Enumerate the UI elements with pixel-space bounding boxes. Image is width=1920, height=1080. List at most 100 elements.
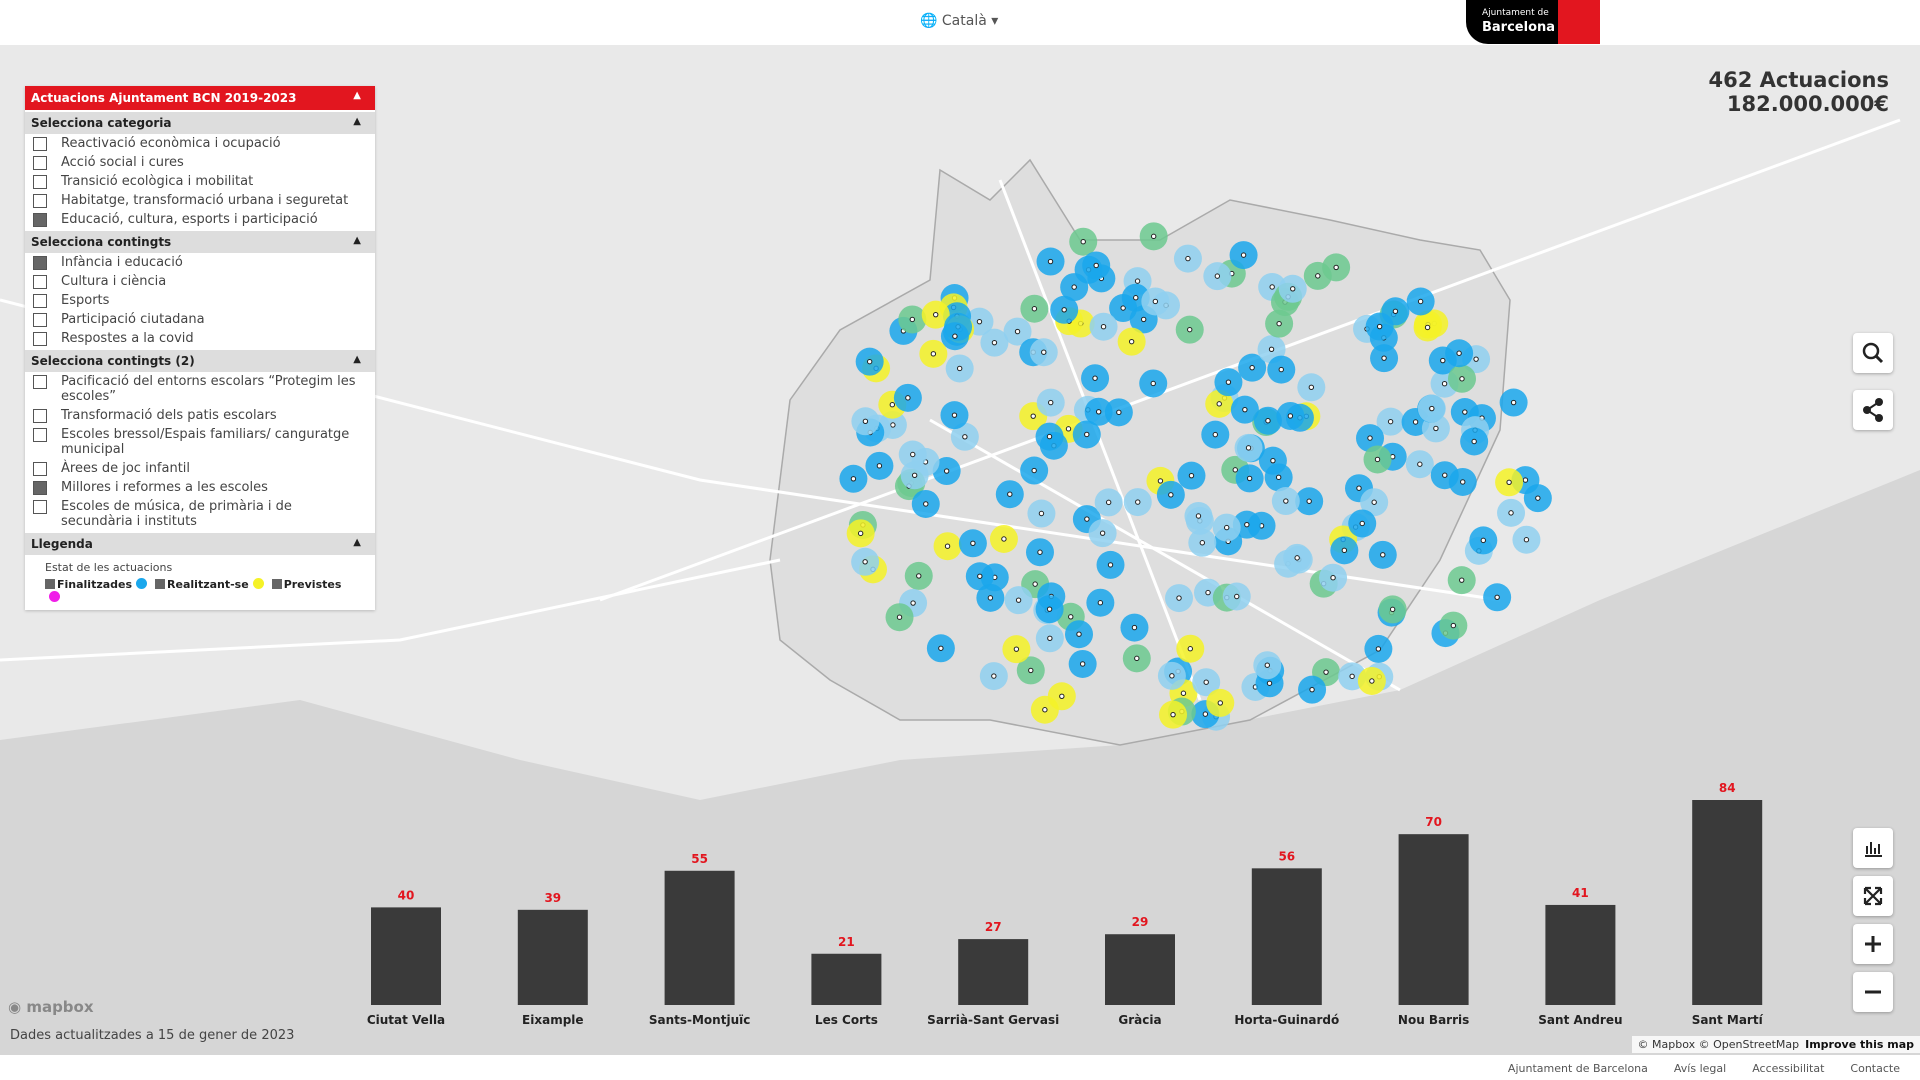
panel-title[interactable]: Actuacions Ajuntament BCN 2019-2023 ▲ bbox=[25, 86, 375, 110]
marker-center bbox=[987, 595, 994, 601]
footer-link[interactable]: Contacte bbox=[1850, 1062, 1900, 1075]
option-label: Escoles de música, de primària i de secu… bbox=[61, 499, 292, 529]
section-header[interactable]: Selecciona categoria ▲ bbox=[25, 112, 375, 134]
section-header[interactable]: Llegenda ▲ bbox=[25, 533, 375, 555]
checkbox[interactable] bbox=[33, 194, 47, 208]
filter-option: Àrees de joc infantil bbox=[25, 459, 375, 478]
filter-option: Habitatge, transformació urbana i segure… bbox=[25, 191, 375, 210]
checkbox[interactable] bbox=[33, 256, 47, 270]
marker-center bbox=[944, 543, 951, 549]
checkbox[interactable] bbox=[33, 175, 47, 189]
checkbox[interactable] bbox=[33, 332, 47, 346]
logo[interactable]: Ajuntament de Barcelona bbox=[1466, 0, 1600, 44]
section-header[interactable]: Selecciona contingts ▲ bbox=[25, 231, 375, 253]
road bbox=[0, 558, 781, 662]
marker-center bbox=[1037, 549, 1043, 555]
marker-center bbox=[977, 573, 983, 579]
marker-center bbox=[1202, 711, 1209, 717]
checkbox[interactable] bbox=[33, 428, 47, 442]
legend-label: Realitzant-se bbox=[167, 578, 249, 591]
checkbox[interactable] bbox=[33, 156, 47, 170]
marker-center bbox=[1079, 661, 1086, 667]
fullscreen-button[interactable] bbox=[1853, 876, 1893, 916]
share-button[interactable] bbox=[1853, 390, 1893, 430]
checkbox[interactable] bbox=[33, 294, 47, 308]
marker-center bbox=[952, 333, 958, 339]
checkbox[interactable] bbox=[33, 481, 47, 495]
marker-center bbox=[1031, 467, 1037, 474]
marker-center bbox=[1047, 258, 1054, 265]
marker-center bbox=[1424, 324, 1431, 331]
search-button[interactable] bbox=[1853, 333, 1893, 373]
chart-button[interactable] bbox=[1853, 828, 1893, 868]
footer-link[interactable]: Accessibilitat bbox=[1752, 1062, 1825, 1075]
marker-center bbox=[1205, 589, 1211, 596]
language-icon: 🌐 bbox=[920, 13, 942, 29]
marker-center bbox=[1244, 521, 1250, 528]
marker-center bbox=[1535, 495, 1541, 501]
search-icon bbox=[1862, 342, 1884, 364]
checkbox[interactable] bbox=[33, 137, 47, 151]
marker-center bbox=[1242, 406, 1248, 413]
marker-center bbox=[933, 311, 939, 318]
marker-center bbox=[876, 463, 883, 469]
marker-center bbox=[1232, 467, 1238, 473]
bar-value-label: 29 bbox=[1132, 915, 1149, 929]
marker-center bbox=[1105, 499, 1112, 506]
checkbox[interactable] bbox=[33, 409, 47, 423]
mapbox-logo[interactable]: ◉ mapbox bbox=[8, 998, 94, 1016]
checkbox[interactable] bbox=[33, 313, 47, 327]
marker-center bbox=[1031, 306, 1038, 312]
marker-center bbox=[1359, 520, 1365, 527]
marker-center bbox=[943, 468, 950, 474]
checkbox[interactable] bbox=[33, 275, 47, 289]
marker-center bbox=[1007, 491, 1013, 497]
attribution-text[interactable]: © Mapbox © OpenStreetMap bbox=[1637, 1038, 1800, 1051]
marker-center bbox=[1187, 326, 1193, 333]
filter-option: Transformació dels patis escolars bbox=[25, 406, 375, 425]
filter-option: Participació ciutadana bbox=[25, 310, 375, 329]
marker-center bbox=[1309, 686, 1315, 693]
checkbox[interactable] bbox=[33, 500, 47, 514]
marker-center bbox=[1152, 298, 1159, 305]
panel-title-text: Actuacions Ajuntament BCN 2019-2023 bbox=[31, 91, 297, 105]
marker-center bbox=[1330, 574, 1336, 581]
marker-center bbox=[1522, 477, 1529, 483]
marker-center bbox=[1506, 479, 1512, 485]
language-selector[interactable]: 🌐 Català ▾ bbox=[920, 13, 999, 29]
marker-center bbox=[1460, 479, 1466, 485]
section-header[interactable]: Selecciona contingts (2) ▲ bbox=[25, 350, 375, 372]
bar-category-label: Sant Martí bbox=[1692, 1013, 1764, 1027]
marker-center bbox=[896, 614, 903, 620]
marker-center bbox=[1371, 499, 1377, 505]
footer-link[interactable]: Avís legal bbox=[1673, 1062, 1727, 1075]
footer-link[interactable]: Ajuntament de Barcelona bbox=[1507, 1062, 1648, 1075]
marker-center bbox=[1203, 679, 1209, 685]
marker-center bbox=[1199, 540, 1206, 546]
marker-center bbox=[991, 339, 998, 346]
collapse-arrow: ▲ bbox=[353, 235, 361, 246]
checkbox[interactable] bbox=[33, 213, 47, 227]
marker-center bbox=[1216, 401, 1222, 407]
marker-center bbox=[1306, 498, 1312, 504]
marker-center bbox=[1494, 594, 1500, 600]
zoom-out-button[interactable] bbox=[1853, 972, 1893, 1012]
collapse-arrow: ▲ bbox=[353, 90, 361, 101]
marker-center bbox=[962, 434, 968, 440]
filter-option: Transició ecològica i mobilitat bbox=[25, 172, 375, 191]
minus-icon bbox=[1865, 990, 1881, 994]
checkbox[interactable] bbox=[33, 375, 47, 389]
option-label: Millores i reformes a les escoles bbox=[61, 480, 268, 495]
checkbox[interactable] bbox=[33, 462, 47, 476]
marker-center bbox=[1380, 552, 1386, 558]
zoom-in-button[interactable] bbox=[1853, 924, 1893, 964]
marker-center bbox=[1290, 286, 1296, 292]
marker-center bbox=[1266, 680, 1273, 686]
improve-link[interactable]: Improve this map bbox=[1805, 1038, 1914, 1051]
marker-center bbox=[1107, 562, 1114, 568]
marker-center bbox=[1187, 646, 1193, 652]
marker-center bbox=[1287, 413, 1294, 419]
option-label: Pacificació del entorns escolars “Proteg… bbox=[61, 374, 356, 404]
